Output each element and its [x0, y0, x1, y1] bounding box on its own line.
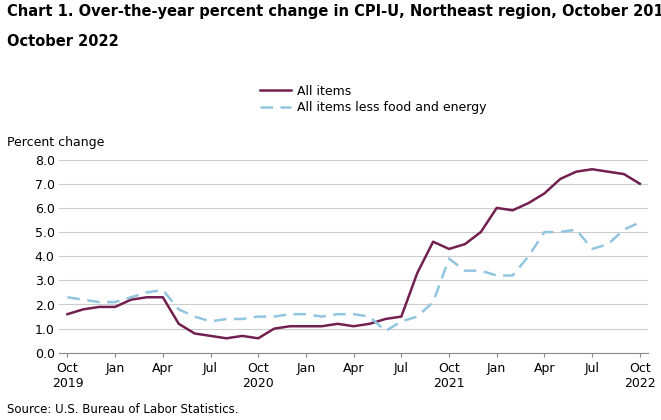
Text: Chart 1. Over-the-year percent change in CPI-U, Northeast region, October 2019–: Chart 1. Over-the-year percent change in… — [7, 4, 661, 19]
Legend: All items, All items less food and energy: All items, All items less food and energ… — [260, 85, 487, 115]
Text: October 2022: October 2022 — [7, 34, 118, 49]
Text: Source: U.S. Bureau of Labor Statistics.: Source: U.S. Bureau of Labor Statistics. — [7, 403, 238, 416]
Text: Percent change: Percent change — [7, 136, 104, 149]
